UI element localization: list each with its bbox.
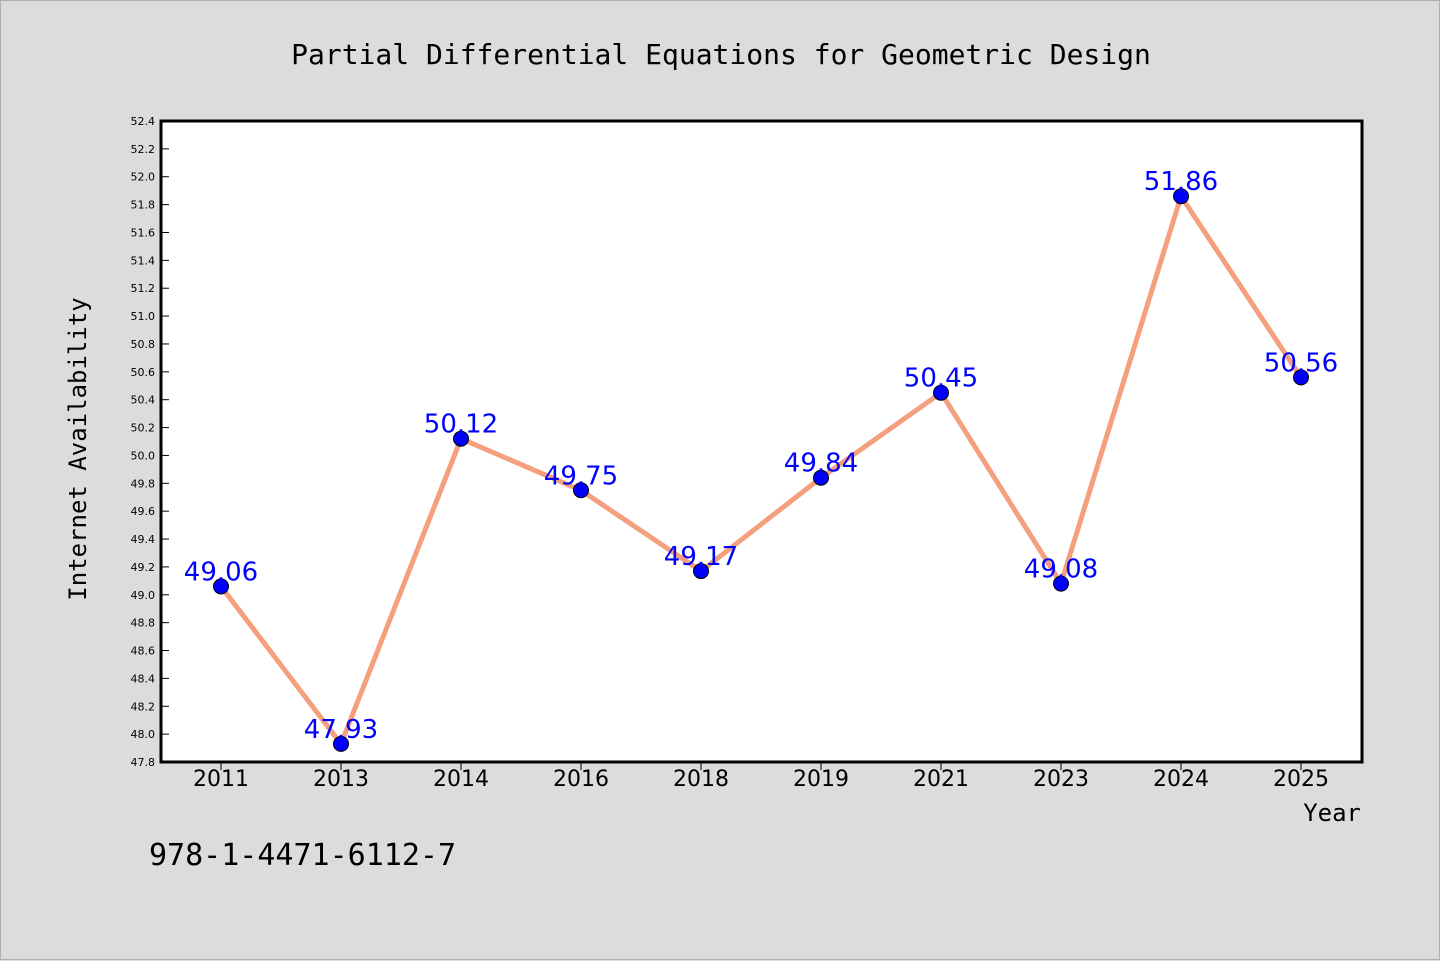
y-tick-label: 49.0 bbox=[131, 589, 156, 602]
data-label: 47.93 bbox=[304, 715, 378, 745]
data-label: 49.06 bbox=[184, 557, 258, 587]
data-label: 49.08 bbox=[1024, 555, 1098, 585]
x-axis: 2011 2013 2014 2016 2018 2019 2021 2023 2024 2025 bbox=[193, 762, 1329, 792]
data-labels: 49.06 47.93 50.12 49.75 49.17 49.84 50.45 49.08… bbox=[184, 167, 1338, 745]
data-point bbox=[693, 563, 709, 580]
y-tick-label: 51.0 bbox=[131, 310, 156, 323]
x-tick-label: 2016 bbox=[553, 767, 609, 792]
data-point bbox=[1053, 575, 1069, 592]
y-tick-label: 48.6 bbox=[131, 645, 156, 658]
x-tick-label: 2011 bbox=[193, 767, 249, 792]
y-tick-label: 48.0 bbox=[131, 728, 156, 741]
y-tick-label: 50.4 bbox=[131, 394, 156, 407]
y-tick-label: 49.8 bbox=[131, 477, 156, 490]
y-axis: 47.8 48.0 48.2 48.4 48.6 48.8 49.0 49.2 49.4 49.6… bbox=[131, 115, 169, 769]
y-tick-label: 50.8 bbox=[131, 338, 156, 351]
y-tick-label: 47.8 bbox=[131, 756, 156, 769]
y-tick-label: 49.6 bbox=[131, 505, 156, 518]
y-tick-label: 51.6 bbox=[131, 226, 156, 239]
isbn-annotation: 978-1-4471-6112-7 bbox=[149, 838, 456, 873]
chart-title: Partial Differential Equations for Geome… bbox=[291, 38, 1151, 71]
y-tick-label: 48.8 bbox=[131, 617, 156, 630]
y-tick-label: 49.2 bbox=[131, 561, 156, 574]
data-label: 49.84 bbox=[784, 449, 858, 479]
x-tick-label: 2025 bbox=[1273, 767, 1329, 792]
data-series bbox=[213, 188, 1309, 752]
x-tick-label: 2021 bbox=[913, 767, 969, 792]
data-point bbox=[933, 384, 949, 401]
y-tick-label: 48.2 bbox=[131, 700, 156, 713]
x-axis-label: Year bbox=[1303, 799, 1361, 827]
x-tick-label: 2013 bbox=[313, 767, 369, 792]
data-label: 50.56 bbox=[1264, 348, 1338, 378]
y-tick-label: 48.4 bbox=[131, 672, 156, 685]
y-tick-label: 50.0 bbox=[131, 449, 156, 462]
data-point bbox=[1293, 369, 1309, 386]
data-label: 50.12 bbox=[424, 410, 498, 440]
data-point bbox=[333, 735, 349, 752]
y-tick-label: 50.6 bbox=[131, 366, 156, 379]
data-point bbox=[1173, 188, 1189, 205]
y-tick-label: 51.2 bbox=[131, 282, 156, 295]
data-point bbox=[213, 578, 229, 595]
y-tick-label: 52.2 bbox=[131, 143, 156, 156]
data-label: 50.45 bbox=[904, 364, 978, 394]
y-axis-label: Internet Availability bbox=[64, 297, 92, 600]
y-tick-label: 52.4 bbox=[131, 115, 156, 128]
data-point bbox=[453, 430, 469, 447]
x-tick-label: 2023 bbox=[1033, 767, 1089, 792]
data-label: 51.86 bbox=[1144, 167, 1218, 197]
y-tick-label: 52.0 bbox=[131, 171, 156, 184]
data-point bbox=[573, 482, 589, 499]
x-tick-label: 2014 bbox=[433, 767, 489, 792]
plot-area bbox=[159, 119, 1364, 764]
x-tick-label: 2018 bbox=[673, 767, 729, 792]
y-tick-label: 51.4 bbox=[131, 254, 156, 267]
y-tick-label: 51.8 bbox=[131, 199, 156, 212]
x-tick-label: 2024 bbox=[1153, 767, 1209, 792]
y-tick-label: 49.4 bbox=[131, 533, 156, 546]
series-line bbox=[219, 193, 1304, 747]
x-tick-label: 2019 bbox=[793, 767, 849, 792]
data-point bbox=[813, 469, 829, 486]
data-label: 49.75 bbox=[544, 461, 618, 491]
data-label: 49.17 bbox=[664, 542, 738, 572]
y-tick-label: 50.2 bbox=[131, 422, 156, 435]
